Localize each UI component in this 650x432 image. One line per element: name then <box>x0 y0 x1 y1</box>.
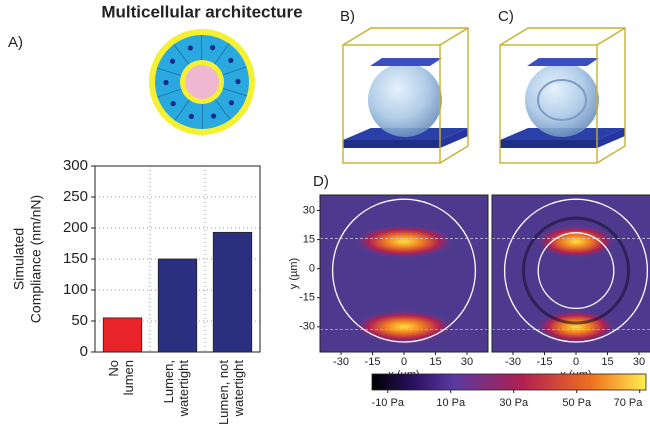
cell-wall <box>157 88 182 98</box>
y-tick-label: 150 <box>63 250 88 267</box>
y-tick-label: 0 <box>309 263 315 275</box>
colorbar-tick-label: -10 Pa <box>372 397 405 409</box>
stress-hot <box>535 224 617 259</box>
nucleus <box>235 78 241 85</box>
x-tick-label: -15 <box>537 356 553 368</box>
x-tick-label: 15 <box>601 356 613 368</box>
x-tick-label: -15 <box>365 356 381 368</box>
nucleus <box>188 113 194 119</box>
nucleus <box>169 58 176 64</box>
nucleus <box>228 57 234 64</box>
x-tick-label: Nolumen <box>106 360 136 395</box>
colorbar-tick-label: 70 Pa <box>614 397 644 409</box>
y-tick-label: 15 <box>303 233 315 245</box>
lumen-outline <box>537 232 615 310</box>
colorbar-tick-label: 30 Pa <box>499 397 529 409</box>
stress-hot <box>353 224 455 259</box>
x-tick-label: 30 <box>633 356 645 368</box>
nucleus <box>211 113 217 119</box>
cell-diagram <box>149 29 255 135</box>
nucleus <box>187 45 193 51</box>
cell-outline <box>503 198 649 343</box>
nucleus <box>163 79 169 86</box>
x-tick-label: 0 <box>573 356 579 368</box>
panel-label: D) <box>313 173 329 190</box>
y-tick-label: -15 <box>299 292 315 304</box>
x-tick-label: Lumen,watertight <box>161 360 191 418</box>
y-tick-label: 200 <box>63 219 88 236</box>
cell-wall <box>214 99 231 120</box>
lumen-shadow <box>522 216 630 325</box>
bar <box>102 317 143 353</box>
y-tick-label: 250 <box>63 188 88 205</box>
render-b <box>342 27 469 164</box>
bar <box>212 231 253 353</box>
y-axis-label: Compliance (nm/nN) <box>28 195 44 323</box>
cell-wall <box>222 88 248 97</box>
stress-hot <box>353 310 455 344</box>
cell-outline <box>331 198 477 343</box>
y-tick-label: -30 <box>299 321 315 333</box>
nucleus <box>210 45 216 51</box>
cell-wall <box>214 43 230 65</box>
x-tick-label: 15 <box>429 356 441 368</box>
y-axis-label: Simulated <box>11 228 27 290</box>
panel-label: B) <box>340 8 355 25</box>
y-tick-label: 100 <box>63 281 88 298</box>
y-axis-label: y (µm) <box>288 258 300 289</box>
x-tick-label: -30 <box>505 356 521 368</box>
cell-wall <box>174 99 190 121</box>
plot-frame <box>94 165 261 353</box>
panel-label: A) <box>8 34 23 51</box>
render-c <box>499 27 626 164</box>
x-tick-label: 0 <box>401 356 407 368</box>
bar <box>157 258 198 353</box>
x-tick-label: -30 <box>333 356 349 368</box>
chart-title: Multicellular architecture <box>101 2 302 21</box>
cell-wall <box>156 67 182 76</box>
x-tick-label: 30 <box>461 356 473 368</box>
panel-label: C) <box>498 8 514 25</box>
colorbar-tick-label: 50 Pa <box>562 397 592 409</box>
y-tick-label: 50 <box>71 312 88 329</box>
nucleus <box>228 100 235 106</box>
x-tick-label: Lumen, notwatertight <box>216 360 246 425</box>
cell-wall <box>173 44 190 65</box>
colorbar <box>371 373 647 391</box>
y-tick-label: 30 <box>303 204 315 216</box>
nucleus <box>170 100 176 107</box>
y-tick-label: 300 <box>63 157 88 174</box>
cell-wall <box>222 66 247 76</box>
y-tick-label: 0 <box>80 343 88 360</box>
colorbar-tick-label: 10 Pa <box>436 397 466 409</box>
